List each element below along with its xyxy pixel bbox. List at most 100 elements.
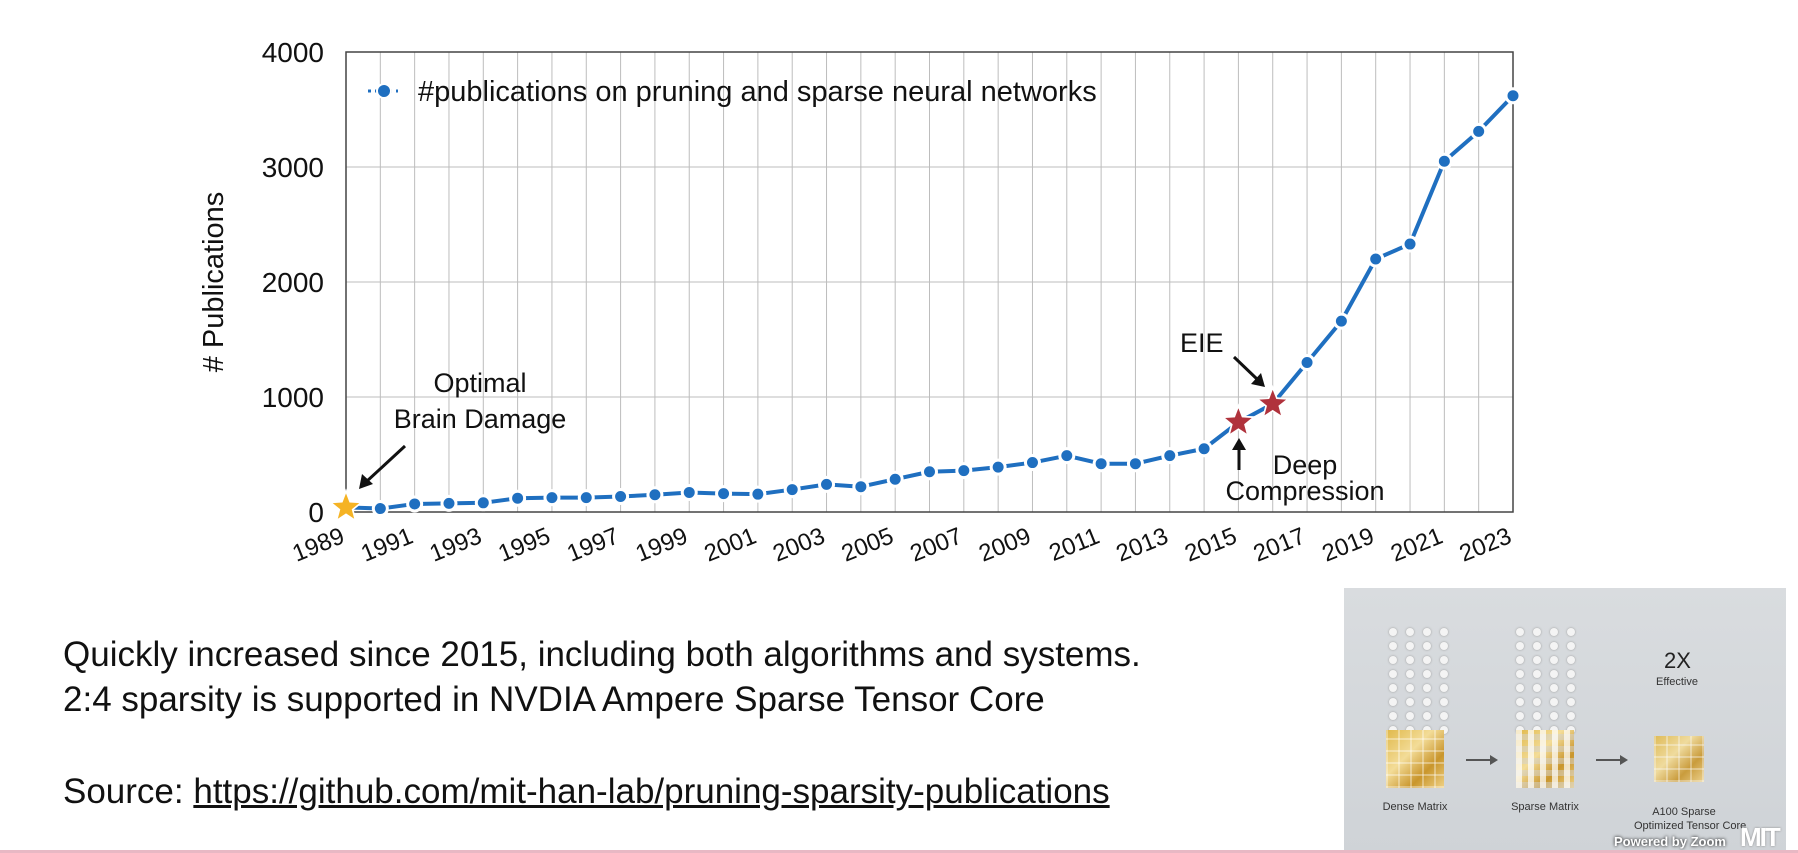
annotation-obd-arrow [364, 444, 407, 484]
arrow-icon [1466, 755, 1498, 765]
x-tick-labels: 1989 1991 1993 1995 1997 1999 2001 2003 2005 2007… [289, 523, 1516, 568]
data-point [886, 470, 904, 488]
data-point [1435, 152, 1453, 170]
x-tick-label: 2005 [838, 523, 898, 568]
source-label: Source: [63, 772, 194, 811]
data-point [680, 483, 698, 501]
plot-frame [345, 51, 1514, 513]
a100-tensor-core-graphic [1654, 736, 1704, 782]
dense-matrix-graphic [1386, 730, 1444, 788]
data-point [1470, 122, 1488, 140]
data-point [1298, 354, 1316, 371]
data-point [474, 494, 492, 512]
publications-chart: 0 1000 2000 3000 4000 1989 1991 1993 1995 1997 19… [198, 37, 1522, 568]
bottom-accent-line [0, 850, 1798, 853]
x-tick-label: 1993 [426, 523, 486, 568]
a100-label-line1: A100 Sparse [1652, 806, 1716, 818]
annotation-dc-line2: Compression [1225, 476, 1384, 506]
caption: Quickly increased since 2015, including … [63, 632, 1141, 722]
x-tick-label: 2011 [1045, 523, 1103, 567]
source-line: Source: https://github.com/mit-han-lab/p… [63, 772, 1110, 812]
annotation-dc-arrowhead [1232, 438, 1246, 450]
x-tick-label: 1995 [495, 523, 555, 568]
data-point [1023, 454, 1041, 472]
sparse-matrix-graphic [1516, 730, 1574, 788]
annotation-eie-arrow [1232, 355, 1260, 382]
a100-label-line2: Optimized Tensor Core [1634, 820, 1747, 832]
legend: #publications on pruning and sparse neur… [368, 76, 1097, 108]
annotations: Optimal Brain Damage EIE Deep Compressio… [359, 328, 1385, 506]
series-publications [327, 87, 1522, 523]
x-tick-label: 2003 [769, 523, 829, 568]
data-point [1195, 440, 1213, 458]
x-tick-label: 2019 [1318, 523, 1378, 568]
dense-matrix-label: Dense Matrix [1382, 801, 1448, 813]
x-tick-label: 2023 [1456, 523, 1516, 568]
x-tick-label: 2013 [1112, 523, 1172, 568]
annotation-eie: EIE [1180, 328, 1224, 358]
data-point [371, 500, 389, 518]
dense-network-dots [1389, 628, 1397, 740]
data-point [612, 487, 630, 505]
data-point [818, 475, 836, 493]
data-point [1058, 447, 1076, 465]
data-point [1367, 250, 1385, 268]
annotation-obd-line1: Optimal [433, 368, 526, 398]
y-tick-label: 4000 [262, 37, 324, 68]
data-point [406, 495, 424, 513]
y-axis-label: # Publications [198, 192, 230, 373]
x-tick-label: 2007 [906, 523, 966, 568]
source-link[interactable]: https://github.com/mit-han-lab/pruning-s… [193, 772, 1110, 811]
data-point [783, 481, 801, 499]
data-point [715, 485, 733, 503]
x-tick-label: 2015 [1181, 523, 1241, 568]
star-marker [1225, 408, 1252, 434]
mit-logo: MIT [1740, 822, 1781, 852]
caption-line-2: 2:4 sparsity is supported in NVDIA Amper… [63, 680, 1045, 719]
sparse-matrix-label: Sparse Matrix [1511, 801, 1579, 813]
x-tick-label: 1989 [289, 523, 349, 568]
data-point [1126, 455, 1144, 473]
zoom-overlay-text: Powered by Zoom [1614, 834, 1726, 849]
x-tick-label: 2017 [1250, 523, 1310, 568]
data-point [921, 463, 938, 481]
caption-line-1: Quickly increased since 2015, including … [63, 635, 1141, 674]
y-tick-label: 3000 [262, 152, 324, 183]
x-tick-label: 2021 [1387, 523, 1447, 568]
annotation-eie-arrowhead [1251, 373, 1265, 387]
arrow-icon [1596, 755, 1628, 765]
data-point [749, 485, 767, 503]
legend-label: #publications on pruning and sparse neur… [418, 76, 1097, 108]
x-tick-label: 1999 [632, 523, 692, 568]
y-tick-label: 2000 [262, 267, 324, 298]
data-point [509, 489, 527, 507]
annotation-dc-line1: Deep [1273, 450, 1338, 480]
sparse-network-dots [1516, 628, 1524, 740]
sparse-tensor-core-thumbnail: 2X Effective Dense Matrix Sparse Matrix … [1344, 588, 1786, 853]
thumbnail-effective-label: Effective [1656, 676, 1698, 688]
data-point [543, 489, 561, 507]
chart-grid [345, 51, 1514, 513]
star-marker [1259, 389, 1287, 416]
x-tick-label: 1991 [357, 523, 417, 568]
data-point [440, 494, 458, 512]
data-point [1401, 235, 1419, 253]
x-tick-label: 2001 [701, 523, 761, 568]
data-point [577, 489, 595, 507]
data-point [1161, 447, 1179, 465]
annotation-obd-arrowhead [359, 474, 373, 489]
annotation-obd-line2: Brain Damage [394, 404, 567, 434]
y-tick-label: 1000 [262, 382, 324, 413]
data-point [646, 486, 664, 504]
y-tick-label: 0 [308, 497, 324, 528]
data-point [1504, 87, 1522, 105]
data-point [989, 458, 1007, 476]
data-point [1332, 312, 1350, 330]
data-point [1092, 455, 1110, 473]
thumbnail-2x-badge: 2X [1664, 648, 1691, 673]
star-marker [332, 493, 360, 519]
legend-marker [376, 83, 392, 99]
x-tick-label: 2009 [975, 523, 1035, 568]
data-point [955, 462, 973, 480]
data-point [852, 478, 870, 496]
